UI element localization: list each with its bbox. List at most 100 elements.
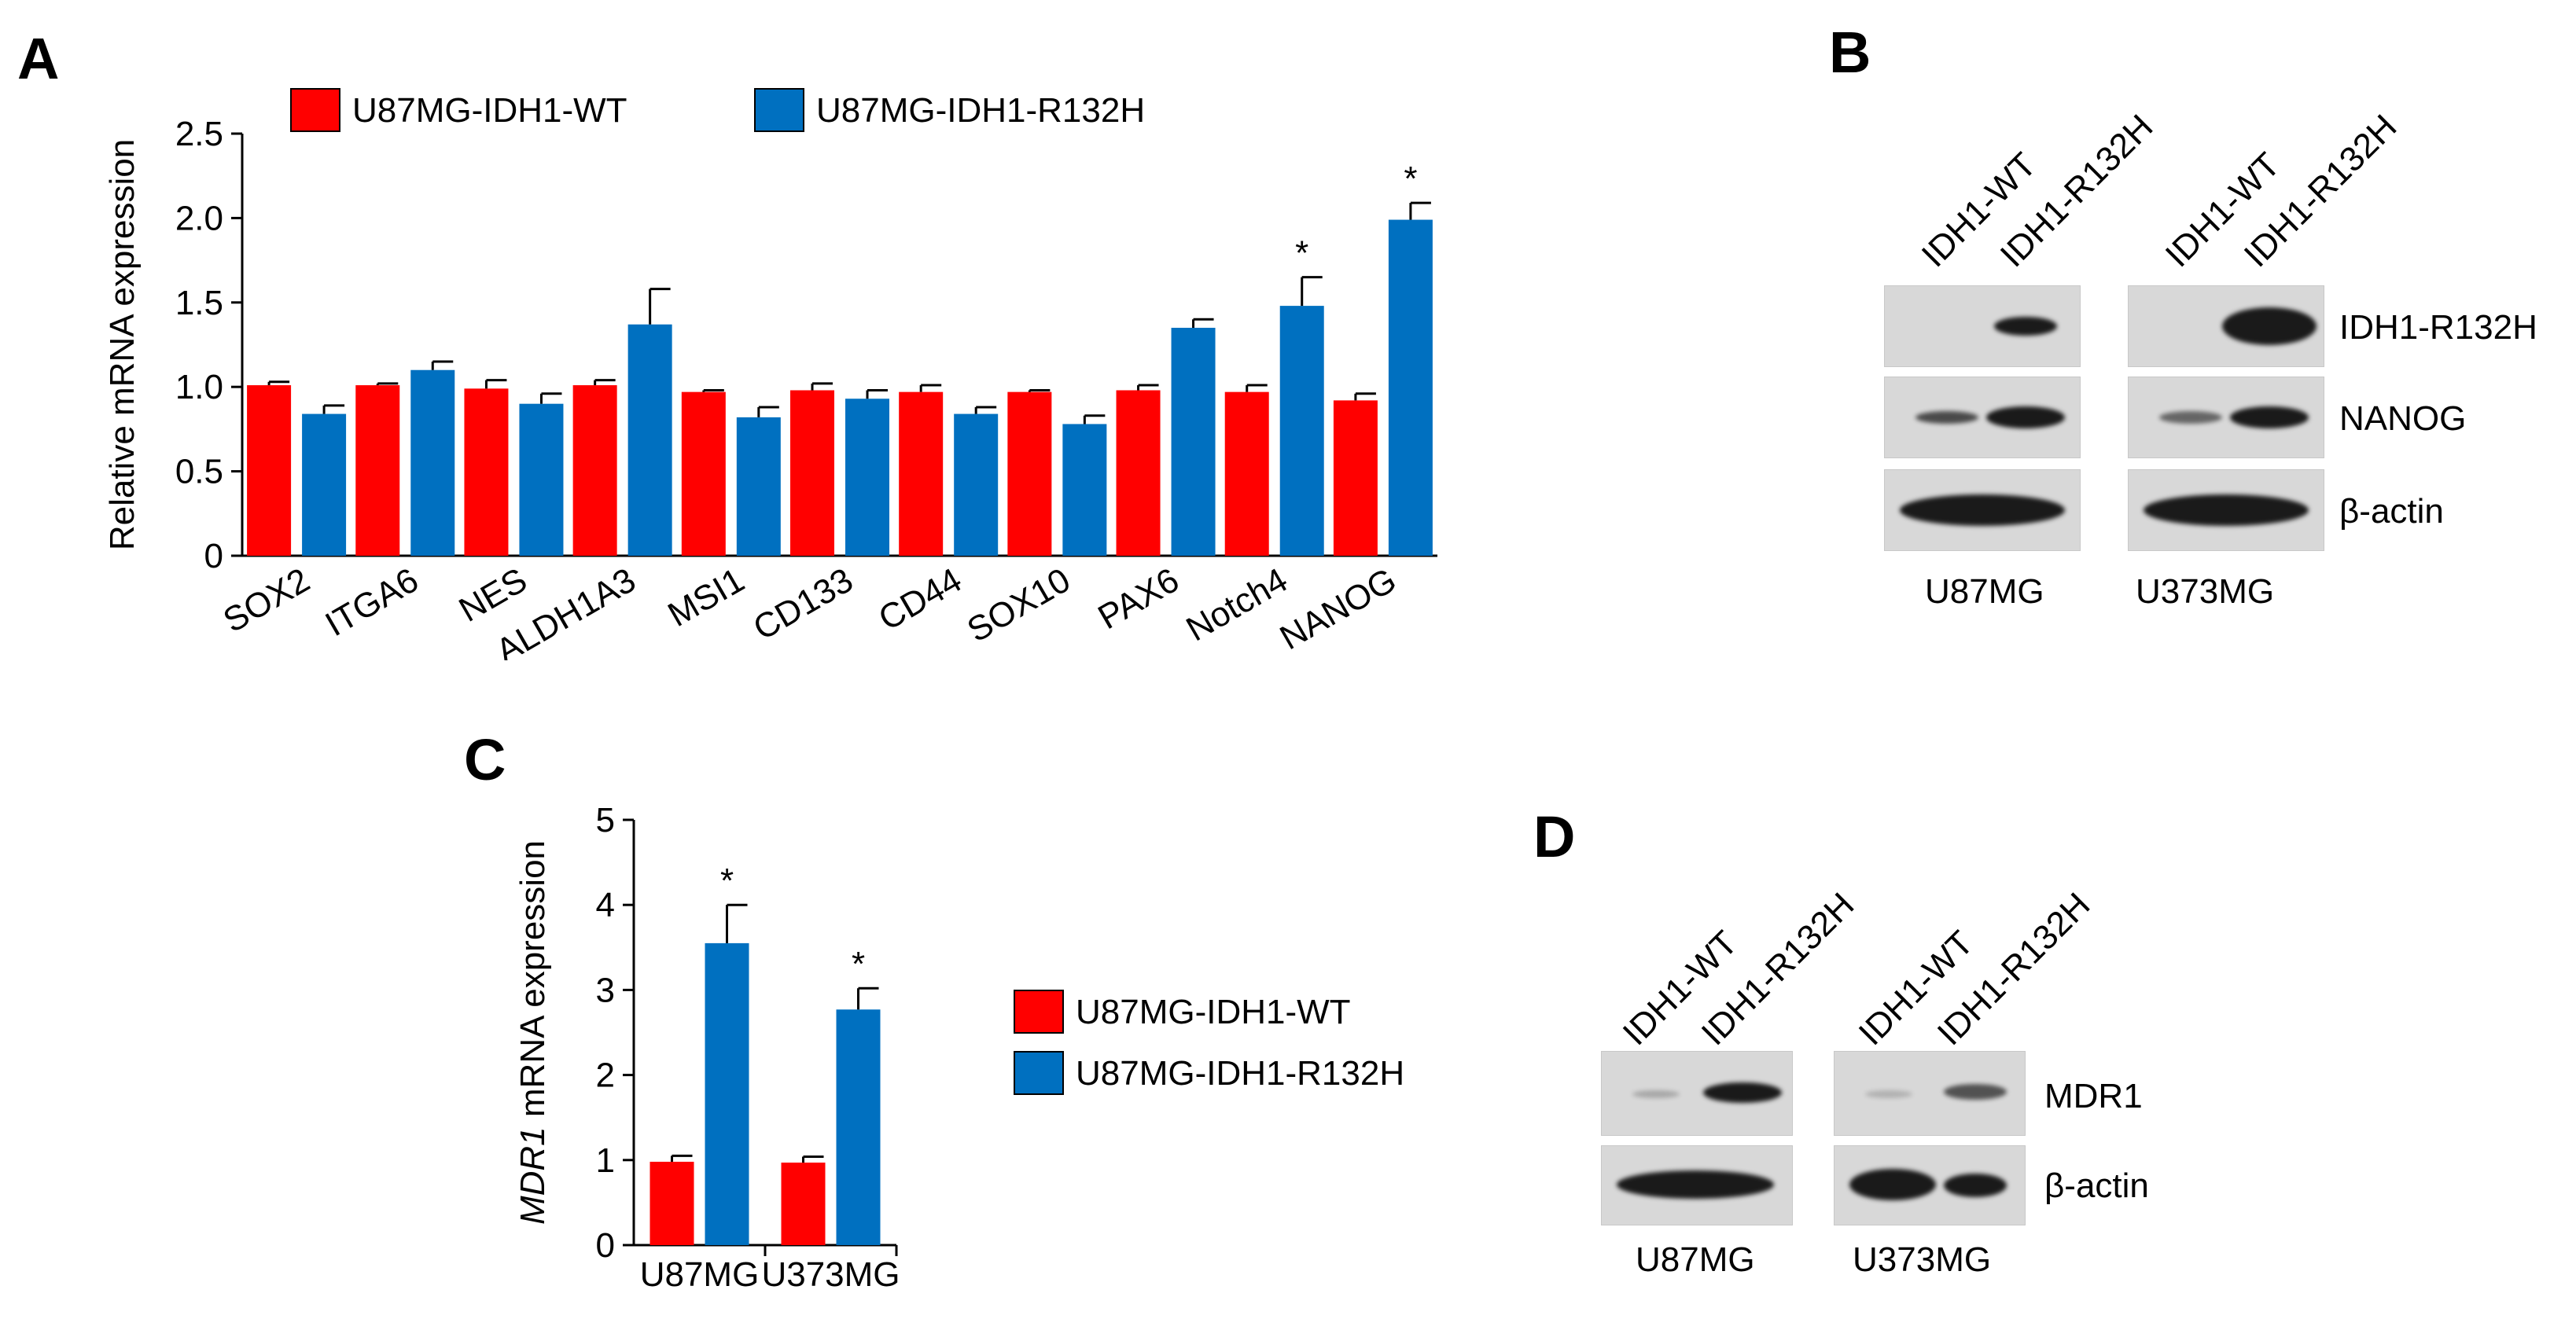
bar: [954, 413, 999, 556]
blot-b-cell-label: U87MG: [1925, 572, 2044, 611]
legend-label: U87MG-IDH1-R132H: [816, 91, 1145, 130]
y-axis-label: Relative mRNA expression: [103, 139, 142, 550]
blot-d-cell-label: U373MG: [1853, 1240, 1992, 1279]
bar: [355, 385, 400, 556]
bar: [1062, 424, 1107, 556]
blot-b-u87-actin-box: [1884, 469, 2081, 551]
bar: [899, 391, 944, 556]
blot-b-row-label: IDH1-R132H: [2339, 308, 2537, 347]
y-tick-label: 2.0: [175, 199, 223, 237]
bar: [790, 390, 834, 556]
band: [1986, 406, 2065, 428]
x-tick-label: CD133: [747, 560, 859, 648]
bar: [781, 1163, 826, 1245]
bar: [1224, 391, 1269, 556]
blot-d-cell-label: U87MG: [1636, 1240, 1755, 1279]
band: [1944, 1174, 2007, 1197]
x-tick-label: Notch4: [1179, 560, 1294, 648]
blot-d-row-label: β-actin: [2044, 1167, 2149, 1205]
x-tick-label: PAX6: [1091, 560, 1185, 637]
blot-d-u87-mdr1-box: [1601, 1051, 1793, 1136]
y-tick-label: 0: [204, 537, 223, 575]
y-tick-label: 5: [596, 802, 615, 840]
chart-a: 0 0.5 1.0 1.5 2.0 2.5 Relative mRNA expression…: [103, 88, 1437, 660]
legend-swatch: [1014, 990, 1064, 1034]
y-axis-label: MDR1 mRNA expression: [513, 840, 552, 1225]
blot-d-row-label: MDR1: [2044, 1077, 2143, 1115]
bar: [1171, 328, 1216, 556]
bar: [836, 1009, 881, 1245]
panel-letter-c: C: [464, 727, 506, 792]
bar: [572, 385, 617, 556]
blot-b-u87-nanog-box: [1884, 377, 2081, 458]
legend-label: U87MG-IDH1-R132H: [1076, 1054, 1404, 1093]
x-tick-label: NANOG: [1274, 560, 1403, 657]
blot-d-u87-actin-box: [1601, 1145, 1793, 1225]
significance-mark: *: [1404, 160, 1417, 198]
x-tick-label: U87MG: [640, 1255, 760, 1289]
bar: [845, 399, 889, 556]
x-tick-label: CD44: [872, 560, 968, 638]
band: [2230, 406, 2309, 428]
legend-swatch: [754, 88, 804, 132]
band: [1994, 317, 2057, 336]
legend-label: U87MG-IDH1-WT: [1076, 993, 1351, 1031]
blot-b-u373-idh1r132h-box: [2128, 285, 2324, 367]
x-tick-label: MSI1: [661, 560, 750, 634]
legend-swatch: [290, 88, 340, 132]
band: [2144, 494, 2309, 526]
blot-d-u373-mdr1-box: [1834, 1051, 2026, 1136]
bar: [1388, 219, 1433, 556]
significance-mark: *: [852, 945, 865, 983]
y-tick-label: 3: [596, 971, 615, 1009]
bar: [519, 403, 564, 556]
y-tick-label: 2.5: [175, 115, 223, 153]
bar: [736, 417, 781, 556]
chart-c: 0 1 2 3 4 5 MDR1 mRNA expression * U87MG * U373MG U…: [513, 802, 1404, 1289]
blot-d-u373-actin-box: [1834, 1145, 2026, 1225]
panel-letter-a: A: [17, 26, 60, 91]
bar: [1116, 390, 1161, 556]
x-tick-label: U373MG: [761, 1255, 900, 1289]
y-axis-label-gene: MDR1: [513, 1126, 552, 1225]
bar: [410, 369, 455, 556]
blot-b-row-label: β-actin: [2339, 492, 2444, 531]
significance-mark: *: [720, 862, 734, 900]
bar: [627, 324, 672, 556]
blot-b-u87-idh1r132h-box: [1884, 285, 2081, 367]
band: [1865, 1090, 1912, 1098]
panel-letter-d: D: [1533, 804, 1576, 869]
band: [1900, 494, 2065, 526]
band: [1703, 1082, 1782, 1103]
legend-label: U87MG-IDH1-WT: [352, 91, 627, 130]
band: [1849, 1169, 1936, 1200]
band: [2222, 307, 2317, 345]
y-tick-label: 1.0: [175, 368, 223, 406]
x-tick-label: ITGA6: [319, 560, 425, 644]
y-tick-label: 0: [596, 1226, 615, 1265]
y-axis-label-rest: mRNA expression: [513, 840, 552, 1126]
bar: [1007, 391, 1052, 556]
blot-b-u373-actin-box: [2128, 469, 2324, 551]
y-tick-label: 1: [596, 1141, 615, 1180]
bar: [1279, 306, 1324, 556]
band: [1944, 1084, 2007, 1100]
bar: [302, 413, 347, 556]
bar: [464, 388, 509, 556]
bar: [705, 942, 749, 1245]
bar: [650, 1161, 694, 1245]
blot-b-row-label: NANOG: [2339, 399, 2467, 438]
x-tick-label: SOX10: [961, 560, 1076, 649]
y-tick-label: 0.5: [175, 453, 223, 491]
band: [1617, 1170, 1774, 1199]
bar: [247, 385, 292, 556]
y-tick-label: 4: [596, 886, 615, 924]
blot-b-cell-label: U373MG: [2136, 572, 2275, 611]
band: [2159, 411, 2222, 424]
panel-letter-b: B: [1829, 20, 1871, 85]
x-tick-label: SOX2: [217, 560, 316, 640]
band: [1915, 411, 1978, 424]
band: [1632, 1090, 1680, 1098]
bar: [1333, 400, 1378, 556]
significance-mark: *: [1295, 234, 1308, 273]
